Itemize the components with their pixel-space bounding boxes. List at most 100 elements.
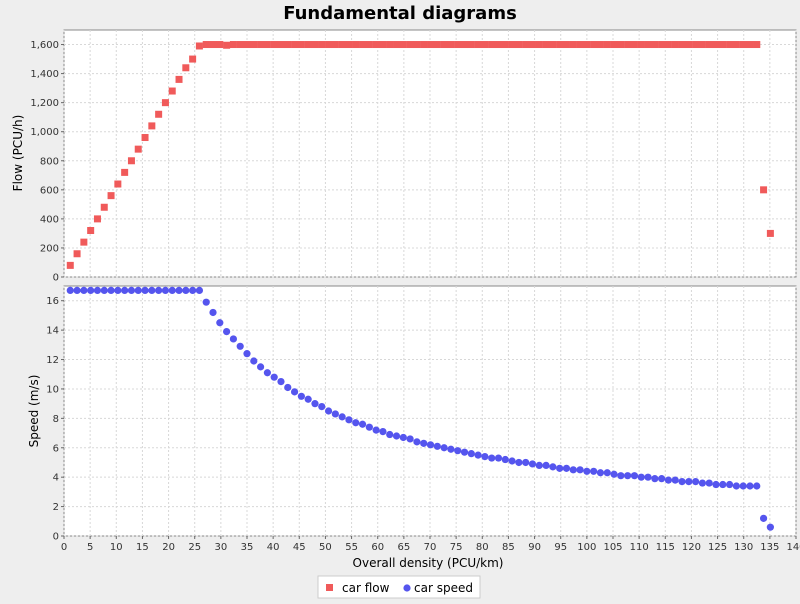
flow-y-tick-label-3: 600: [40, 185, 59, 196]
x-tick-label-8: 40: [267, 542, 280, 553]
speed-point-102: [759, 514, 768, 522]
flow-point-55: [440, 41, 448, 49]
speed-point-96: [719, 480, 727, 489]
speed-point-57: [454, 447, 462, 455]
flow-y-tick-label-1: 200: [40, 243, 59, 254]
speed-point-81: [617, 472, 625, 480]
speed-point-100: [746, 482, 754, 490]
flow-point-18: [189, 55, 197, 63]
flow-point-7: [114, 180, 122, 188]
flow-y-tick-label-8: 1,600: [30, 40, 59, 51]
flow-point-50: [406, 41, 414, 49]
speed-point-62: [488, 454, 496, 462]
flow-point-41: [345, 41, 353, 49]
speed-point-16: [175, 286, 183, 295]
flow-point-16: [175, 75, 183, 83]
speed-point-103: [766, 523, 774, 531]
speed-point-31: [277, 377, 285, 386]
flow-point-101: [753, 41, 761, 49]
speed-point-64: [501, 455, 509, 464]
flow-point-24: [229, 41, 237, 49]
speed-y-tick-label-8: 16: [46, 296, 59, 307]
flow-point-96: [719, 41, 727, 49]
speed-y-tick-label-5: 10: [46, 384, 59, 395]
speed-point-56: [447, 445, 455, 453]
speed-y-tick-label-7: 14: [46, 326, 59, 337]
flow-point-11: [141, 134, 149, 142]
flow-point-21: [209, 41, 217, 49]
speed-point-80: [610, 470, 618, 478]
legend-box: [317, 575, 481, 599]
x-tick-label-1: 5: [87, 542, 93, 553]
speed-point-27: [250, 357, 258, 365]
speed-panel: 0 2 4 6 8 10 12 14 16 0 5 10 15 20 25 30 35 40 45 50 55 60 65 7…: [46, 285, 800, 553]
flow-y-tick-label-5: 1,000: [30, 127, 59, 138]
flow-point-6: [107, 192, 115, 200]
speed-point-30: [270, 373, 278, 381]
speed-point-53: [426, 441, 435, 449]
flow-point-35: [304, 41, 312, 49]
legend-flow-label: car flow: [342, 581, 390, 595]
speed-point-46: [379, 427, 387, 436]
flow-point-83: [630, 41, 638, 49]
flow-point-1: [73, 250, 81, 258]
speed-point-69: [535, 461, 543, 470]
flow-point-79: [603, 41, 611, 49]
flow-point-61: [481, 41, 489, 49]
speed-point-98: [732, 482, 740, 490]
speed-point-0: [66, 286, 74, 295]
flow-point-60: [474, 41, 482, 49]
flow-point-43: [359, 41, 367, 49]
x-tick-label-6: 30: [214, 542, 227, 553]
flow-point-8: [121, 168, 129, 176]
x-tick-label-19: 95: [554, 542, 567, 553]
speed-point-3: [87, 286, 95, 295]
flow-point-68: [528, 41, 536, 49]
speed-y-tick-label-4: 8: [53, 414, 59, 425]
speed-point-26: [243, 350, 251, 358]
speed-point-95: [712, 480, 720, 489]
flow-point-97: [726, 41, 734, 49]
flow-y-tick-label-6: 1,200: [30, 98, 59, 109]
speed-y-tick-label-1: 2: [53, 502, 59, 513]
x-tick-label-2: 10: [110, 542, 123, 553]
x-tick-label-16: 80: [476, 542, 489, 553]
x-tick-label-4: 20: [162, 542, 175, 553]
flow-point-47: [386, 41, 394, 49]
flow-point-76: [583, 41, 591, 49]
speed-point-49: [399, 433, 407, 442]
x-tick-label-7: 35: [241, 542, 254, 553]
flow-point-62: [488, 41, 496, 49]
speed-y-tick-label-3: 6: [53, 443, 59, 454]
flow-point-52: [420, 41, 428, 49]
speed-point-88: [664, 476, 673, 484]
speed-point-47: [386, 430, 394, 439]
x-tick-label-13: 65: [397, 542, 410, 553]
speed-point-84: [637, 473, 645, 481]
flow-point-67: [522, 41, 530, 49]
flow-point-86: [651, 41, 659, 49]
flow-point-94: [705, 41, 713, 49]
speed-point-44: [365, 423, 373, 431]
speed-point-12: [148, 286, 156, 295]
speed-y-tick-label-2: 4: [53, 473, 59, 484]
flow-point-65: [508, 41, 516, 49]
speed-point-65: [508, 457, 516, 465]
flow-point-48: [393, 41, 401, 49]
flow-point-10: [134, 145, 142, 153]
speed-point-60: [474, 451, 482, 459]
flow-point-5: [100, 203, 108, 211]
flow-point-36: [311, 41, 319, 49]
speed-point-40: [338, 413, 346, 421]
speed-point-4: [93, 286, 102, 295]
flow-panel: 0 200 400 600 800 1,000 1,200 1,400 1,600: [30, 29, 797, 284]
flow-point-72: [556, 41, 564, 49]
speed-point-51: [413, 438, 421, 446]
speed-point-77: [590, 467, 598, 475]
flow-point-17: [182, 64, 190, 72]
speed-point-68: [528, 460, 537, 468]
flow-point-75: [576, 41, 584, 49]
legend: car flow car speed: [317, 575, 481, 599]
